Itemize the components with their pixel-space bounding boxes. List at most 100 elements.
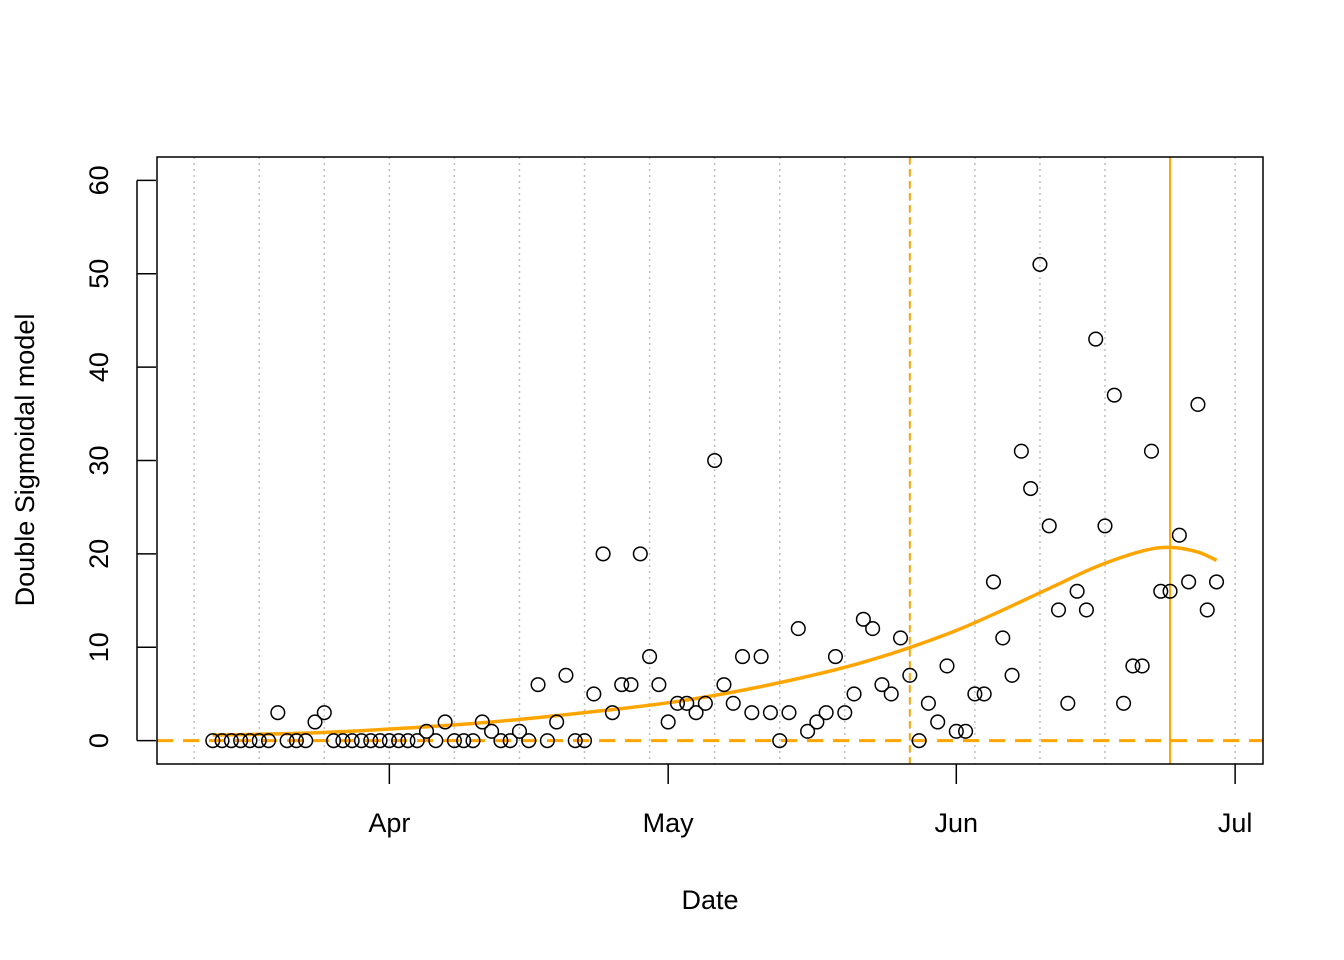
data-point [288, 733, 304, 749]
data-point [967, 686, 983, 702]
x-tick-label: May [643, 808, 695, 838]
data-point [1125, 658, 1141, 674]
data-point [242, 733, 258, 749]
data-point [725, 695, 741, 711]
data-point [846, 686, 862, 702]
data-point [892, 630, 909, 646]
data-point [809, 714, 825, 730]
y-axis-title: Double Sigmoidal model [10, 314, 40, 607]
data-point [1004, 667, 1020, 683]
data-point [233, 733, 249, 749]
data-point [883, 686, 899, 702]
data-point [1190, 396, 1206, 413]
data-point [205, 733, 221, 749]
data-point [1143, 443, 1160, 459]
data-point [948, 723, 964, 739]
data-point [1060, 695, 1076, 711]
data-point [1199, 602, 1215, 618]
data-point [484, 723, 500, 739]
data-point [716, 677, 732, 693]
data-point [223, 733, 239, 749]
data-point [1013, 443, 1029, 459]
data-point [651, 677, 667, 693]
data-point [502, 733, 518, 749]
data-point [1050, 602, 1067, 618]
data-point [1032, 256, 1048, 272]
data-point [707, 452, 723, 469]
data-point [1088, 331, 1104, 347]
data-point [818, 705, 834, 721]
data-point [1106, 387, 1122, 403]
data-point [326, 733, 342, 749]
data-point [400, 733, 416, 749]
data-point [1023, 480, 1039, 497]
data-point [1069, 583, 1085, 599]
data-point [595, 546, 611, 562]
data-point [428, 733, 444, 749]
data-point [800, 723, 816, 739]
data-point [418, 723, 435, 739]
x-axis: Apr May Jun Jul [368, 764, 1252, 838]
data-point [353, 733, 370, 749]
data-point [632, 546, 648, 562]
x-tick-label: Jun [935, 808, 979, 838]
data-point [270, 705, 286, 721]
data-point [837, 705, 853, 721]
data-point [521, 733, 537, 749]
data-point [363, 733, 379, 749]
data-point [1078, 602, 1094, 618]
data-point [372, 733, 388, 749]
data-point [930, 714, 946, 730]
reference-lines [157, 157, 1263, 764]
data-point [307, 714, 323, 730]
data-point [781, 705, 797, 721]
data-point [344, 733, 360, 749]
y-tick-label: 60 [84, 165, 114, 195]
data-point [865, 621, 881, 637]
data-point [493, 733, 509, 749]
data-point [1041, 518, 1057, 534]
data-point [790, 621, 806, 637]
data-point [995, 630, 1011, 646]
y-tick-label: 30 [84, 445, 114, 475]
data-point [567, 733, 583, 749]
data-point [902, 667, 918, 683]
fit-layer [212, 545, 1218, 737]
data-point [623, 677, 639, 693]
data-point [1097, 518, 1113, 534]
data-point [446, 733, 462, 749]
x-tick-label: Jul [1218, 808, 1253, 838]
y-tick-label: 0 [84, 733, 114, 748]
data-point [437, 714, 453, 730]
data-point [1171, 527, 1187, 543]
data-point [753, 649, 769, 665]
data-point [985, 574, 1002, 590]
plot-frame [156, 156, 1264, 765]
data-point [911, 733, 927, 749]
data-point [1153, 583, 1169, 599]
y-tick-label: 50 [84, 259, 114, 289]
data-point [614, 677, 630, 693]
data-point [511, 723, 528, 739]
data-point [744, 705, 760, 721]
data-point [669, 695, 686, 711]
data-point [1116, 695, 1132, 711]
data-point [772, 733, 788, 749]
data-point [586, 686, 602, 702]
fitted-curve [212, 545, 1218, 737]
data-point [316, 705, 332, 721]
data-point [530, 677, 546, 693]
data-point [874, 677, 890, 693]
data-point [279, 733, 295, 749]
data-point [539, 733, 555, 749]
data-point [391, 733, 407, 749]
data-point [1162, 583, 1178, 599]
data-point [697, 695, 713, 711]
x-tick-label: Apr [368, 808, 410, 838]
data-point [474, 714, 490, 730]
y-tick-label: 20 [84, 539, 114, 569]
y-tick-label: 10 [84, 632, 114, 662]
y-tick-label: 40 [84, 352, 114, 382]
data-point [381, 733, 397, 749]
